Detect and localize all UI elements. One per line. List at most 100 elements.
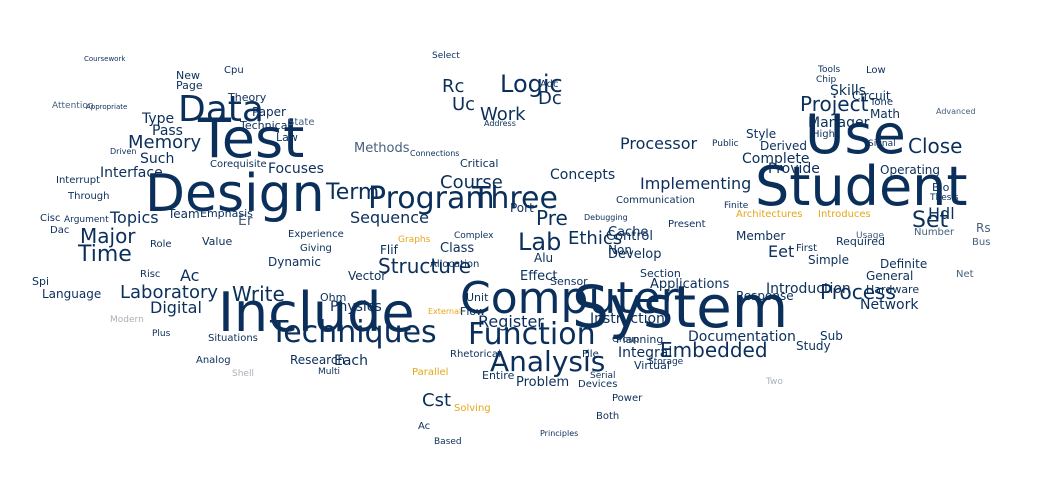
word-rhetorical: Rhetorical bbox=[450, 349, 501, 360]
word-dac: Dac bbox=[50, 225, 70, 236]
word-cache: Cache bbox=[608, 225, 649, 240]
word-set: Set bbox=[912, 208, 949, 233]
word-devices: Devices bbox=[578, 379, 618, 390]
word-cisc: Cisc bbox=[40, 213, 61, 224]
word-communication: Communication bbox=[616, 195, 695, 206]
word-alu: Alu bbox=[534, 251, 554, 265]
word-structure: Structure bbox=[378, 254, 472, 278]
word-net: Net bbox=[956, 269, 974, 280]
word-ohm: Ohm bbox=[320, 291, 347, 304]
word-project: Project bbox=[800, 92, 869, 116]
word-corequisite: Corequisite bbox=[210, 159, 267, 170]
word-lab: Lab bbox=[518, 228, 562, 256]
word-both: Both bbox=[596, 411, 620, 422]
word-chip: Chip bbox=[816, 75, 837, 85]
word-definite: Definite bbox=[880, 257, 928, 271]
word-argument: Argument bbox=[64, 215, 109, 225]
word-number: Number bbox=[914, 227, 955, 238]
word-new: New bbox=[176, 69, 200, 82]
word-style: Style bbox=[746, 127, 777, 141]
word-rs: Rs bbox=[976, 221, 991, 235]
word-planning: Planning bbox=[616, 333, 664, 346]
word-multi: Multi bbox=[318, 367, 340, 377]
word-dc: Dc bbox=[538, 88, 562, 109]
word-term: Term bbox=[326, 180, 380, 205]
word-course: Course bbox=[440, 172, 503, 193]
word-serial: Serial bbox=[590, 371, 616, 381]
word-shell: Shell bbox=[232, 369, 254, 379]
word-principles: Principles bbox=[540, 429, 579, 438]
word-analog: Analog bbox=[196, 355, 231, 366]
word-focuses: Focuses bbox=[268, 161, 324, 177]
word-team: Team bbox=[168, 207, 200, 221]
word-adc: Adc bbox=[540, 79, 559, 90]
word-modern: Modern bbox=[110, 315, 144, 325]
word-allocation: Allocation bbox=[430, 259, 480, 270]
word-program: Program bbox=[368, 181, 495, 216]
word-integral: Integral bbox=[618, 345, 673, 361]
word-driven: Driven bbox=[110, 147, 137, 156]
word-interrupt: Interrupt bbox=[56, 175, 101, 186]
word-sub: Sub bbox=[820, 329, 843, 343]
word-study: Study bbox=[796, 339, 831, 353]
word-eet: Eet bbox=[768, 242, 795, 261]
word-section: Section bbox=[640, 267, 681, 280]
word-interface: Interface bbox=[100, 165, 163, 181]
word-test: Test bbox=[198, 107, 305, 170]
word-tools: Tools bbox=[818, 65, 841, 75]
word-simple: Simple bbox=[808, 253, 849, 267]
word-dynamic: Dynamic bbox=[268, 255, 321, 269]
word-usage: Usage bbox=[856, 231, 885, 241]
word-sensor: Sensor bbox=[550, 275, 588, 288]
word-required: Required bbox=[836, 235, 885, 248]
word-logic: Logic bbox=[500, 70, 563, 98]
word-critical: Critical bbox=[460, 157, 499, 170]
word-such: Such bbox=[140, 151, 175, 167]
word-class: Class bbox=[440, 241, 475, 256]
word-type: Type bbox=[142, 111, 175, 127]
word-processor: Processor bbox=[620, 134, 698, 153]
word-hdl: Hdl bbox=[928, 204, 955, 223]
word-page: Page bbox=[176, 79, 203, 92]
word-methods: Methods bbox=[354, 141, 410, 156]
word-debugging: Debugging bbox=[584, 213, 628, 222]
word-research: Research bbox=[290, 353, 346, 367]
word-theory: Theory bbox=[228, 91, 267, 104]
word-introduces: Introduces bbox=[818, 209, 871, 220]
word-external: External bbox=[428, 307, 462, 316]
word-use: Use bbox=[805, 103, 906, 166]
word-circuit: Circuit bbox=[852, 89, 891, 103]
word-documentation: Documentation bbox=[688, 329, 796, 345]
word-spi: Spi bbox=[32, 275, 50, 288]
word-uc: Uc bbox=[452, 94, 476, 115]
word-three: Three bbox=[472, 181, 558, 216]
word-architectures: Architectures bbox=[736, 209, 803, 220]
word-digital: Digital bbox=[150, 298, 202, 317]
word-each: Each bbox=[334, 353, 368, 369]
word-appropriate: Appropriate bbox=[86, 103, 128, 111]
word-problem: Problem bbox=[516, 375, 570, 390]
word-port: Port bbox=[510, 201, 534, 215]
word-cpu: Cpu bbox=[224, 65, 244, 76]
word-based: Based bbox=[434, 437, 462, 447]
word-student: Student bbox=[755, 155, 968, 218]
word-concepts: Concepts bbox=[550, 167, 616, 183]
word-close: Close bbox=[908, 134, 963, 158]
word-two: Two bbox=[766, 377, 783, 387]
word-register: Register bbox=[478, 312, 544, 331]
word-complete: Complete bbox=[742, 151, 810, 167]
word-tone: Tone bbox=[870, 97, 894, 108]
word-role: Role bbox=[150, 239, 172, 250]
word-first: First bbox=[796, 243, 818, 254]
word-giving: Giving bbox=[300, 243, 332, 254]
word-hardware: Hardware bbox=[866, 283, 920, 296]
word-non: Non bbox=[608, 243, 632, 257]
word-embedded: Embedded bbox=[660, 338, 768, 362]
word-experience: Experience bbox=[288, 229, 344, 240]
word-through: Through bbox=[68, 191, 110, 202]
word-advanced: Advanced bbox=[936, 107, 976, 116]
word-graphs: Graphs bbox=[398, 235, 431, 245]
word-law: Law bbox=[276, 131, 298, 144]
word-virtual: Virtual bbox=[634, 359, 670, 372]
word-attention: Attention bbox=[52, 101, 94, 111]
